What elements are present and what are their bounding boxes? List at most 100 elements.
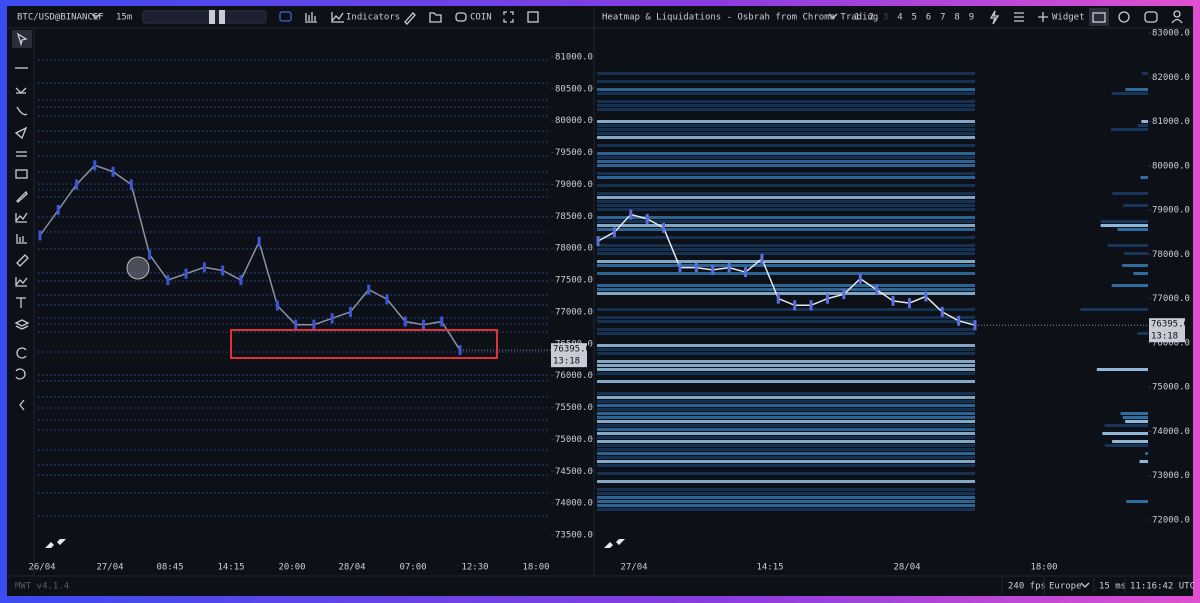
candle [93,160,97,171]
undo-button[interactable] [16,347,27,359]
candle [330,313,334,324]
brush-tool[interactable] [16,190,28,203]
text-tool[interactable] [16,297,26,308]
heat-band [597,260,975,263]
page-tab[interactable]: 7 [940,13,945,23]
logo [604,539,625,548]
fullscreen-icon[interactable] [503,11,514,23]
liquidation-bar [1120,412,1148,415]
page-tab[interactable]: 4 [897,13,902,23]
timeframe[interactable]: 15m [116,13,132,23]
heat-band [597,288,975,291]
dropdown-icon[interactable] [828,13,838,19]
page-tab[interactable]: 1 [854,13,859,23]
heat-band [597,264,975,267]
draw-icon[interactable] [404,12,416,25]
candle [75,179,79,190]
indicators-button[interactable]: Indicators [346,13,400,23]
fib-tool[interactable] [15,87,27,94]
charts: 81000.0 80500.0 80000.0 79500.0 79000.0 78500… [28,29,1189,573]
rect-tool[interactable] [15,169,28,179]
heat-band [597,496,975,499]
slider-handle[interactable] [219,10,225,24]
heat-band [597,436,975,439]
range-slider[interactable] [142,10,267,24]
plus-icon[interactable] [1038,12,1048,22]
redo-button[interactable] [15,368,26,380]
liquidation-bar [1139,460,1148,463]
drawing-tools [12,30,32,411]
heat-band [597,472,975,475]
candle [891,295,895,306]
symbol[interactable]: BTC/USD@BINANCEF [17,13,104,23]
page-tab[interactable]: 3 [883,13,888,23]
page-tab[interactable]: 6 [926,13,931,23]
trend-tool[interactable] [15,212,28,223]
heat-band [597,328,975,331]
candle [662,222,666,233]
liquidation-bar [1145,452,1148,455]
ruler-tool[interactable] [16,254,29,267]
heat-band [597,248,975,251]
region[interactable]: Europe [1049,582,1082,592]
clock: 11:16:42 UTC [1130,582,1195,592]
folder-icon[interactable] [429,12,442,23]
x-tick-label: 26/04 [28,563,55,573]
heat-band [597,136,975,139]
widget-button[interactable]: Widget [1052,13,1085,23]
screenshot-icon[interactable] [527,11,539,23]
camera-button[interactable] [1089,8,1109,26]
heat-band [597,92,975,95]
page-tab[interactable]: 2 [869,13,874,23]
slider-handle[interactable] [209,10,215,24]
candle [940,306,944,317]
coin-icon[interactable] [455,12,467,22]
parallel-tool[interactable] [16,151,27,157]
candle [403,316,407,327]
candle [312,319,316,330]
liquidation-bar [1112,440,1148,443]
layout-icon[interactable] [1144,11,1158,23]
y-tick-label: 77000.0 [555,307,593,317]
countdown: 13:18 [553,357,580,367]
path-tool[interactable] [16,106,28,116]
chart-tool[interactable] [15,277,28,287]
heat-band [597,152,975,155]
indicators-icon[interactable] [331,12,344,23]
y-tick-label: 75000.0 [555,435,593,445]
heat-band [597,460,975,463]
user-icon[interactable] [1173,10,1181,18]
collapse-button[interactable] [19,399,25,411]
heat-band [597,440,975,443]
page-tab[interactable]: 5 [911,13,916,23]
candle [694,262,698,273]
y-tick-label: 75500.0 [555,403,593,413]
list-icon[interactable] [1014,12,1024,22]
cursor-icon [16,32,28,47]
liquidation-bar [1122,416,1148,419]
cursor-button[interactable] [12,30,32,48]
dropdown-icon[interactable] [1080,582,1090,588]
chart-type-icon[interactable] [279,11,292,22]
cursor-marker [126,256,150,280]
heat-band [597,88,975,91]
heat-band [597,216,975,219]
heat-band [597,72,975,75]
heat-band [597,420,975,423]
volume-tool[interactable] [16,234,27,244]
heat-band [597,492,975,495]
page-tab[interactable]: 9 [969,13,974,23]
price-line [39,164,461,351]
dropdown-icon[interactable] [91,13,101,19]
coin-button[interactable]: COIN [470,13,492,23]
layers-tool[interactable] [14,319,30,330]
liquidation-bar [1107,244,1148,247]
alert-icon[interactable] [989,10,1000,25]
candle [727,262,731,273]
heat-band [597,108,975,111]
arrow-tool[interactable] [14,126,28,140]
bars-icon[interactable] [305,12,317,23]
x-tick-label: 08:45 [156,563,183,573]
settings-icon[interactable] [1118,11,1130,23]
page-tab[interactable]: 8 [954,13,959,23]
